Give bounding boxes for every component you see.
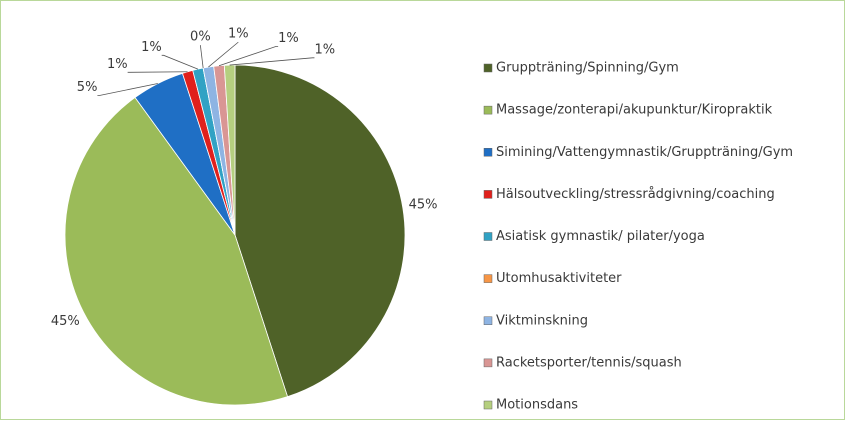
leader-line	[199, 45, 204, 69]
data-label: 45%	[409, 198, 438, 213]
legend-swatch	[483, 63, 493, 73]
pie-slice	[234, 64, 406, 398]
legend-swatch	[483, 232, 493, 241]
pie	[64, 64, 406, 406]
legend-label: Viktminskning	[496, 313, 588, 328]
leader-line	[161, 54, 199, 70]
leader-line	[97, 83, 158, 96]
data-labels: 45% 45% 5% 1% 1% 0% 1% 1% 1%	[51, 27, 438, 329]
data-label: 1%	[314, 42, 335, 57]
legend-swatch	[483, 190, 493, 199]
legend-swatch	[483, 400, 493, 410]
data-label: 45%	[51, 314, 80, 329]
data-label: 1%	[141, 40, 162, 55]
data-label: 1%	[278, 31, 299, 46]
data-label: 1%	[228, 27, 249, 42]
leader-line	[229, 57, 315, 66]
leader-line	[208, 41, 239, 68]
legend-swatch	[483, 358, 493, 368]
data-label: 0%	[190, 30, 211, 45]
data-label: 5%	[77, 80, 98, 95]
legend: Gruppträning/Spinning/Gym Massage/zontera…	[483, 61, 793, 413]
pie-slice	[64, 96, 289, 406]
legend-swatch	[483, 105, 493, 115]
leader-line	[218, 46, 279, 67]
legend-label: Gruppträning/Spinning/Gym	[496, 61, 679, 76]
leader-line	[127, 71, 188, 73]
legend-swatch	[483, 148, 493, 157]
legend-label: Simining/Vattengymnastik/Gruppträning/Gy…	[496, 145, 793, 160]
legend-swatch	[483, 316, 493, 325]
legend-label: Hälsoutveckling/stressrådgivning/coachin…	[496, 187, 775, 202]
legend-label: Asiatisk gymnastik/ pilater/yoga	[496, 229, 705, 244]
legend-label: Utomhusaktiviteter	[496, 271, 622, 286]
legend-label: Racketsporter/tennis/squash	[496, 355, 682, 370]
legend-swatch	[483, 274, 493, 283]
legend-label: Motionsdans	[496, 398, 578, 413]
legend-label: Massage/zonterapi/akupunktur/Kiropraktik	[496, 103, 773, 118]
data-label: 1%	[107, 57, 128, 72]
